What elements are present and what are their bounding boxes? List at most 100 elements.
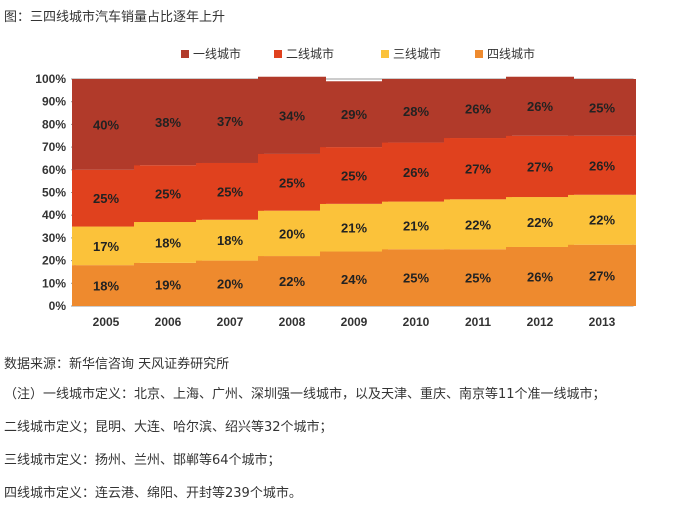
data-label: 18% bbox=[93, 279, 119, 294]
y-tick-label: 0% bbox=[49, 299, 67, 313]
data-label: 22% bbox=[465, 217, 491, 232]
data-label: 26% bbox=[403, 165, 429, 180]
data-label: 18% bbox=[155, 235, 181, 250]
legend-label: 三线城市 bbox=[393, 46, 441, 61]
x-tick-label: 2010 bbox=[403, 315, 430, 329]
bar-segment bbox=[258, 256, 326, 306]
stacked-bar-chart: 0% 10% 20% 30% 40% 50% 60% 70% 80% 90% 100% 18% 17% 2… bbox=[35, 46, 636, 329]
bar-segment bbox=[444, 79, 512, 139]
bar-segment bbox=[196, 79, 264, 163]
bar-segment bbox=[320, 203, 388, 252]
bar-segment bbox=[568, 244, 636, 306]
y-tick-label: 80% bbox=[42, 117, 66, 131]
data-label: 25% bbox=[155, 187, 181, 202]
bar-segment bbox=[134, 222, 202, 263]
data-label: 25% bbox=[279, 175, 305, 190]
definition-note-tier1: （注）一线城市定义：北京、上海、广州、深圳强一线城市，以及天津、重庆、南京等11… bbox=[4, 387, 606, 402]
x-tick-label: 2006 bbox=[155, 315, 182, 329]
bar-segment bbox=[382, 142, 450, 202]
data-label: 25% bbox=[341, 168, 367, 183]
data-label: 20% bbox=[217, 276, 243, 291]
bar-segment bbox=[72, 226, 140, 266]
data-label: 17% bbox=[93, 239, 119, 254]
figure-caption: 图：三四线城市汽车销量占比逐年上升 bbox=[4, 10, 226, 25]
y-tick-label: 40% bbox=[42, 208, 66, 222]
y-tick-label: 60% bbox=[42, 163, 66, 177]
bar-segment bbox=[320, 147, 388, 204]
data-label: 27% bbox=[589, 268, 615, 283]
data-label: 29% bbox=[341, 107, 367, 122]
bar-segment bbox=[568, 194, 636, 245]
legend-swatch bbox=[274, 50, 282, 58]
y-tick-label: 100% bbox=[35, 72, 66, 86]
x-tick-label: 2013 bbox=[589, 315, 616, 329]
bar-segment bbox=[258, 210, 326, 257]
legend-swatch bbox=[475, 50, 483, 58]
source-note: 数据来源：新华信咨询 天风证券研究所 bbox=[4, 357, 230, 372]
data-label: 18% bbox=[217, 233, 243, 248]
data-label: 26% bbox=[527, 99, 553, 114]
bar-segment bbox=[506, 135, 574, 198]
data-label: 25% bbox=[589, 100, 615, 115]
data-label: 27% bbox=[527, 159, 553, 174]
y-tick-label: 10% bbox=[42, 276, 66, 290]
legend-swatch bbox=[181, 50, 189, 58]
x-tick-label: 2009 bbox=[341, 315, 368, 329]
y-tick-label: 20% bbox=[42, 254, 66, 268]
bar-segment bbox=[134, 165, 202, 223]
bar-segment bbox=[72, 265, 140, 306]
x-tick-label: 2005 bbox=[93, 315, 120, 329]
data-label: 24% bbox=[341, 272, 367, 287]
data-label: 22% bbox=[589, 213, 615, 228]
x-tick-label: 2007 bbox=[217, 315, 244, 329]
bar-segment bbox=[196, 162, 264, 220]
bar-segment bbox=[196, 219, 264, 261]
legend-label: 一线城市 bbox=[193, 46, 241, 61]
x-tick-label: 2012 bbox=[527, 315, 554, 329]
bar-segment bbox=[444, 249, 512, 306]
data-label: 25% bbox=[93, 191, 119, 206]
legend-swatch bbox=[381, 50, 389, 58]
data-label: 25% bbox=[217, 184, 243, 199]
bar-segment bbox=[72, 169, 140, 227]
data-label: 26% bbox=[527, 269, 553, 284]
data-label: 21% bbox=[341, 221, 367, 236]
x-tick-label: 2008 bbox=[279, 315, 306, 329]
data-label: 25% bbox=[465, 271, 491, 286]
definition-note-tier4: 四线城市定义：连云港、绵阳、开封等239个城市。 bbox=[4, 486, 302, 501]
data-label: 26% bbox=[465, 102, 491, 117]
bar-segment bbox=[444, 199, 512, 250]
bar-segment bbox=[320, 81, 388, 148]
y-tick-label: 30% bbox=[42, 231, 66, 245]
bar-segment bbox=[506, 246, 574, 306]
data-label: 19% bbox=[155, 277, 181, 292]
bar-segment bbox=[134, 79, 202, 166]
definition-note-tier2: 二线城市定义；昆明、大连、哈尔滨、绍兴等32个城市； bbox=[4, 420, 333, 435]
data-label: 28% bbox=[403, 104, 429, 119]
data-label: 22% bbox=[279, 274, 305, 289]
data-label: 25% bbox=[403, 271, 429, 286]
bar-segment bbox=[506, 76, 574, 136]
bar-segment bbox=[568, 135, 636, 195]
data-label: 22% bbox=[527, 215, 553, 230]
bar-segment bbox=[382, 201, 450, 250]
data-label: 21% bbox=[403, 218, 429, 233]
data-label: 20% bbox=[279, 226, 305, 241]
definition-note-tier3: 三线城市定义：扬州、兰州、邯郸等64个城市； bbox=[4, 453, 281, 468]
bar-segment bbox=[196, 260, 264, 306]
bar-segment bbox=[258, 153, 326, 211]
legend-label: 四线城市 bbox=[487, 46, 535, 61]
bar-segment bbox=[568, 79, 636, 136]
data-label: 40% bbox=[93, 117, 119, 132]
data-label: 37% bbox=[217, 114, 243, 129]
y-tick-label: 50% bbox=[42, 186, 66, 200]
bar-segment bbox=[506, 197, 574, 247]
bar-segment bbox=[72, 79, 140, 170]
y-tick-label: 70% bbox=[42, 140, 66, 154]
y-tick-label: 90% bbox=[42, 95, 66, 109]
data-label: 38% bbox=[155, 115, 181, 130]
data-label: 34% bbox=[279, 108, 305, 123]
bar-segment bbox=[134, 262, 202, 306]
bar-segment bbox=[320, 251, 388, 306]
legend-label: 二线城市 bbox=[286, 46, 334, 61]
